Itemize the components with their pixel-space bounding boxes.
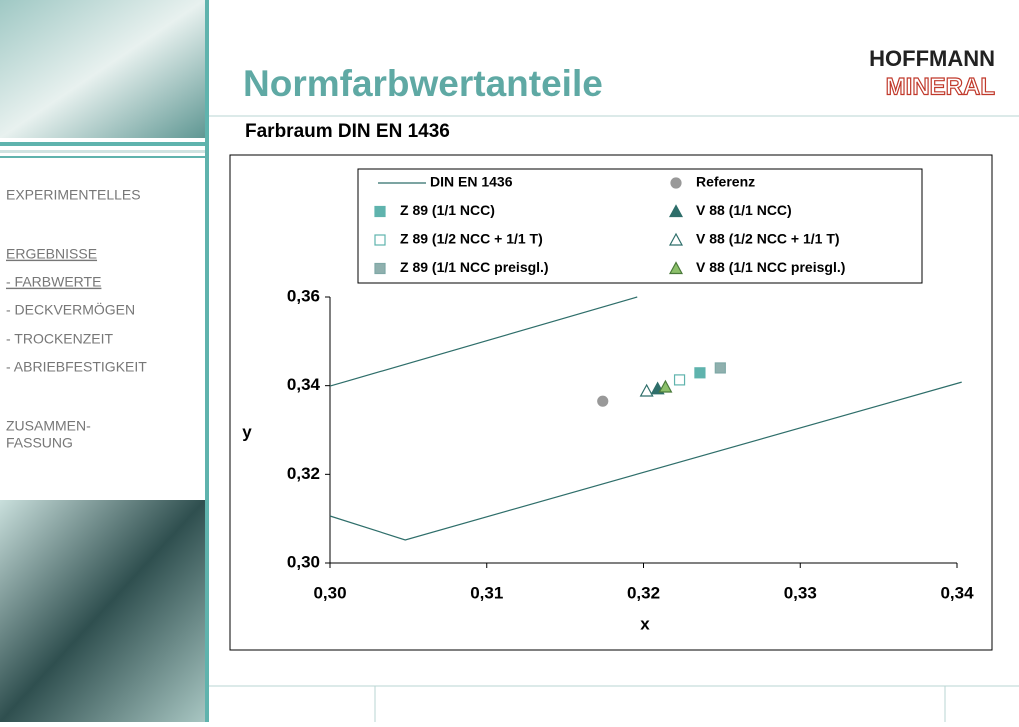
nav-item[interactable]: FASSUNG [6, 435, 73, 451]
point [598, 396, 608, 406]
legend-label: Referenz [696, 174, 755, 190]
nav-item[interactable]: - DECKVERMÖGEN [6, 301, 135, 318]
x-tick-label: 0,31 [470, 583, 503, 602]
nav-item[interactable]: ZUSAMMEN- [6, 418, 91, 434]
nav-item[interactable]: ERGEBNISSE [6, 246, 97, 262]
y-tick-label: 0,36 [287, 286, 320, 305]
legend-swatch [375, 264, 385, 274]
legend-label: Z 89 (1/2 NCC + 1/1 T) [400, 231, 543, 247]
legend-swatch [375, 207, 385, 217]
point [695, 368, 705, 378]
x-tick-label: 0,34 [940, 583, 974, 602]
y-tick-label: 0,30 [287, 552, 320, 571]
legend-label: Z 89 (1/1 NCC) [400, 202, 495, 218]
stripe [0, 150, 205, 153]
logo: HOFFMANN [869, 46, 995, 71]
x-axis-label: x [640, 614, 650, 633]
legend-label: V 88 (1/1 NCC) [696, 202, 792, 218]
y-axis-label: y [242, 422, 252, 441]
legend-swatch [671, 178, 681, 188]
x-tick-label: 0,33 [784, 583, 817, 602]
legend-label: V 88 (1/1 NCC preisgl.) [696, 259, 845, 275]
nav-item[interactable]: - TROCKENZEIT [6, 331, 114, 347]
point [715, 363, 725, 373]
x-tick-label: 0,30 [313, 583, 346, 602]
sidebar-image-top [0, 0, 205, 138]
y-tick-label: 0,32 [287, 464, 320, 483]
y-tick-label: 0,34 [287, 375, 321, 394]
nav-item[interactable]: EXPERIMENTELLES [6, 187, 141, 203]
stripe [0, 156, 205, 158]
logo: MINERAL [886, 73, 995, 100]
subtitle: Farbraum DIN EN 1436 [245, 121, 450, 142]
nav-item[interactable]: - FARBWERTE [6, 274, 101, 290]
x-tick-label: 0,32 [627, 583, 660, 602]
title: Normfarbwertanteile [243, 63, 603, 104]
legend-label: DIN EN 1436 [430, 174, 513, 190]
legend-label: V 88 (1/2 NCC + 1/1 T) [696, 231, 840, 247]
sidebar-image-bottom [0, 500, 205, 722]
divider [205, 0, 209, 722]
legend-label: Z 89 (1/1 NCC preisgl.) [400, 259, 549, 275]
nav-item[interactable]: - ABRIEBFESTIGKEIT [6, 359, 147, 375]
slide: Normfarbwertanteile Farbraum DIN EN 1436… [0, 0, 1019, 722]
stripe [0, 142, 205, 146]
